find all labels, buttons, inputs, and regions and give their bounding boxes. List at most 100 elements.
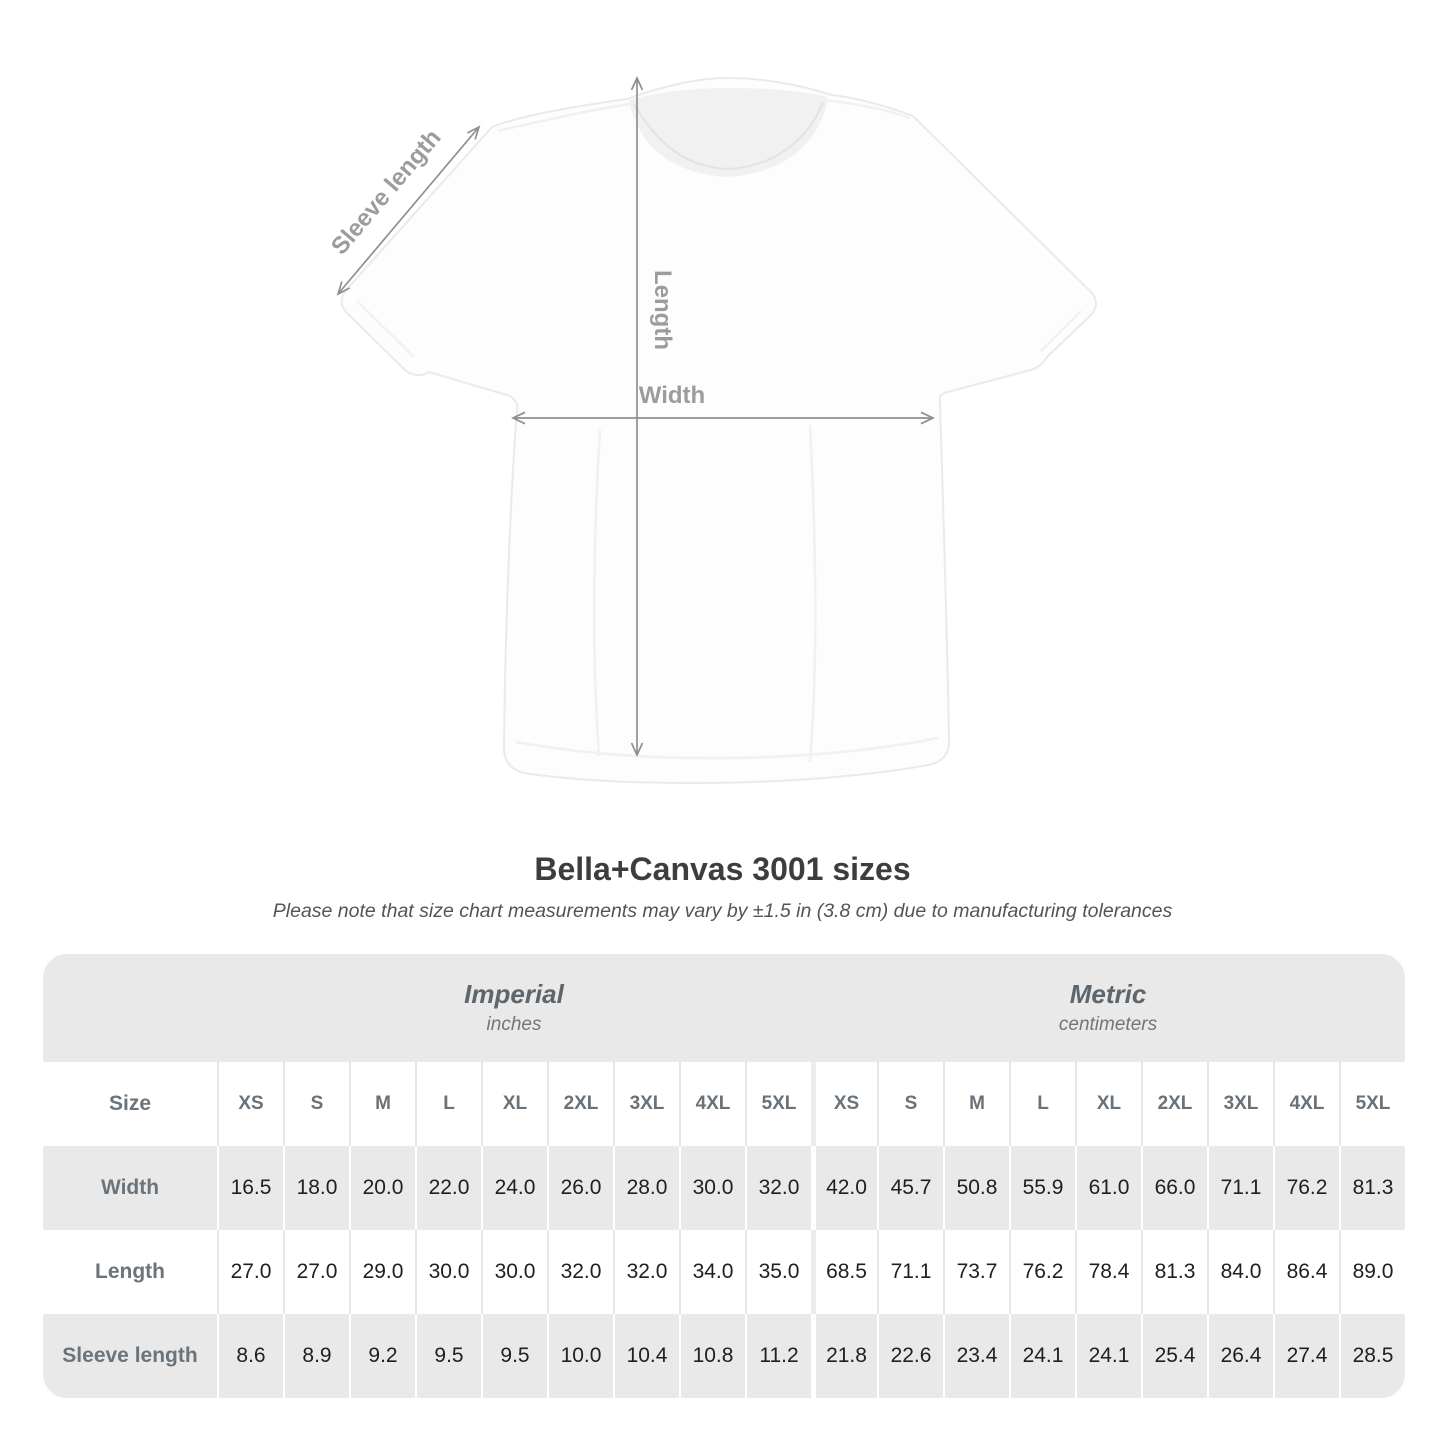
value-cell: 76.2 [1273, 1146, 1339, 1230]
value-cell: 29.0 [349, 1230, 415, 1314]
imperial-title: Imperial [464, 979, 564, 1009]
page-title: Bella+Canvas 3001 sizes [534, 851, 911, 887]
arrowhead [630, 742, 644, 758]
sleeve-length-arrow [336, 125, 481, 296]
value-cell: 32.0 [547, 1230, 613, 1314]
value-cell: 32.0 [745, 1146, 811, 1230]
value-cell: 30.0 [481, 1230, 547, 1314]
value-cell: 8.6 [217, 1314, 283, 1398]
collar-seam [633, 101, 824, 171]
row-label-sleeve-length: Sleeve length [43, 1314, 217, 1398]
value-cell: 81.3 [1141, 1230, 1207, 1314]
metric-unit: centimeters [1058, 1014, 1158, 1035]
value-cell: 22.0 [415, 1146, 481, 1230]
value-cell: 27.0 [283, 1230, 349, 1314]
imperial-unit: inches [486, 1014, 542, 1035]
value-cell: 61.0 [1075, 1146, 1141, 1230]
value-cell: 71.1 [1207, 1146, 1273, 1230]
size-col-header: 4XL [1273, 1062, 1339, 1146]
value-cell: 34.0 [679, 1230, 745, 1314]
value-cell: 28.5 [1339, 1314, 1405, 1398]
size-col-header: 5XL [745, 1062, 811, 1146]
corner-cell [43, 954, 217, 1062]
value-cell: 10.8 [679, 1314, 745, 1398]
width-label: Width [639, 382, 705, 409]
value-cell: 30.0 [679, 1146, 745, 1230]
arrowhead [467, 125, 481, 140]
size-col-header: 4XL [679, 1062, 745, 1146]
metric-group-header: Metric centimeters [811, 954, 1405, 1062]
value-cell: 73.7 [943, 1230, 1009, 1314]
row-label-width: Width [43, 1146, 217, 1230]
value-cell: 11.2 [745, 1314, 811, 1398]
metric-title: Metric [1069, 979, 1147, 1009]
size-col-header: S [877, 1062, 943, 1146]
value-cell: 26.4 [1207, 1314, 1273, 1398]
value-cell: 21.8 [811, 1314, 877, 1398]
value-cell: 16.5 [217, 1146, 283, 1230]
value-cell: 42.0 [811, 1146, 877, 1230]
page-subtitle: Please note that size chart measurements… [272, 900, 1173, 922]
width-arrow [511, 411, 935, 425]
sleeve-length-row: Sleeve length 8.6 8.9 9.2 9.5 9.5 10.0 1… [43, 1314, 1405, 1398]
size-col-header: L [415, 1062, 481, 1146]
value-cell: 8.9 [283, 1314, 349, 1398]
value-cell: 10.0 [547, 1314, 613, 1398]
tshirt-body [340, 77, 1097, 785]
size-col-header: XL [1075, 1062, 1141, 1146]
value-cell: 86.4 [1273, 1230, 1339, 1314]
size-col-header: 3XL [613, 1062, 679, 1146]
value-cell: 24.0 [481, 1146, 547, 1230]
value-cell: 27.4 [1273, 1314, 1339, 1398]
size-col-header: XS [217, 1062, 283, 1146]
value-cell: 71.1 [877, 1230, 943, 1314]
value-cell: 66.0 [1141, 1146, 1207, 1230]
size-col-header: M [349, 1062, 415, 1146]
arrowhead [336, 281, 350, 296]
size-col-header: XL [481, 1062, 547, 1146]
length-row: Length 27.0 27.0 29.0 30.0 30.0 32.0 32.… [43, 1230, 1405, 1314]
value-cell: 22.6 [877, 1314, 943, 1398]
value-cell: 10.4 [613, 1314, 679, 1398]
value-cell: 20.0 [349, 1146, 415, 1230]
length-arrow [630, 75, 644, 758]
value-cell: 28.0 [613, 1146, 679, 1230]
arrowhead [630, 75, 644, 91]
width-row: Width 16.5 18.0 20.0 22.0 24.0 26.0 28.0… [43, 1146, 1405, 1230]
value-cell: 68.5 [811, 1230, 877, 1314]
size-col-header: 5XL [1339, 1062, 1405, 1146]
value-cell: 25.4 [1141, 1314, 1207, 1398]
size-col-header: 2XL [1141, 1062, 1207, 1146]
value-cell: 9.5 [481, 1314, 547, 1398]
size-header-row: Size XS S M L XL 2XL 3XL 4XL 5XL XS S M … [43, 1062, 1405, 1146]
value-cell: 26.0 [547, 1146, 613, 1230]
row-label-size: Size [43, 1062, 217, 1146]
value-cell: 23.4 [943, 1314, 1009, 1398]
value-cell: 24.1 [1075, 1314, 1141, 1398]
value-cell: 76.2 [1009, 1230, 1075, 1314]
value-cell: 81.3 [1339, 1146, 1405, 1230]
value-cell: 9.2 [349, 1314, 415, 1398]
size-col-header: L [1009, 1062, 1075, 1146]
arrowhead [511, 411, 526, 425]
tshirt-measurement-diagram: Sleeve length Length Width [326, 75, 1097, 785]
value-cell: 9.5 [415, 1314, 481, 1398]
row-label-length: Length [43, 1230, 217, 1314]
size-col-header: XS [811, 1062, 877, 1146]
size-table: Imperial inches Metric centimeters Size … [43, 954, 1405, 1398]
value-cell: 89.0 [1339, 1230, 1405, 1314]
value-cell: 27.0 [217, 1230, 283, 1314]
value-cell: 30.0 [415, 1230, 481, 1314]
size-col-header: 3XL [1207, 1062, 1273, 1146]
value-cell: 55.9 [1009, 1146, 1075, 1230]
size-col-header: M [943, 1062, 1009, 1146]
value-cell: 45.7 [877, 1146, 943, 1230]
imperial-group-header: Imperial inches [217, 954, 811, 1062]
value-cell: 50.8 [943, 1146, 1009, 1230]
size-col-header: S [283, 1062, 349, 1146]
size-col-header: 2XL [547, 1062, 613, 1146]
arrowhead [920, 411, 935, 425]
value-cell: 35.0 [745, 1230, 811, 1314]
unit-group-header-row: Imperial inches Metric centimeters [43, 954, 1405, 1062]
